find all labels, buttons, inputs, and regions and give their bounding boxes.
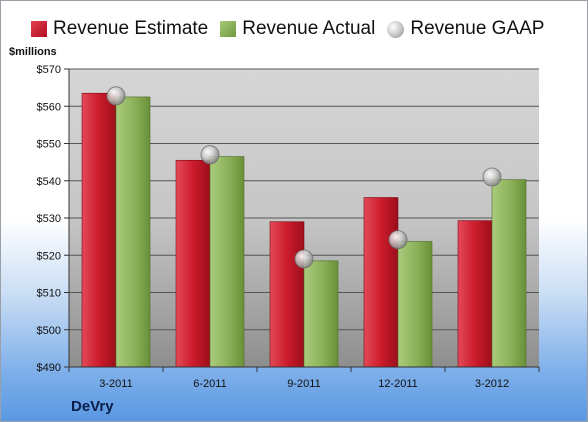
legend-item-actual: Revenue Actual — [220, 18, 375, 40]
legend-label-actual: Revenue Actual — [242, 18, 376, 39]
y-tick-label: $530 — [37, 213, 61, 225]
legend-label-estimate: Revenue Estimate — [53, 18, 209, 39]
legend-item-estimate: Revenue Estimate — [31, 18, 208, 40]
bar-revenue-estimate — [81, 92, 117, 368]
bar-revenue-actual — [491, 179, 527, 368]
legend-label-gaap: Revenue GAAP — [410, 18, 545, 39]
y-axis-unit-label: $millions — [9, 46, 57, 58]
y-tick-label: $540 — [37, 176, 61, 188]
marker-revenue-gaap — [388, 230, 408, 250]
company-label: DeVry — [71, 398, 114, 415]
y-tick-label: $500 — [37, 325, 61, 337]
x-tick-label: 3-2011 — [99, 378, 132, 390]
y-tick-label: $570 — [37, 64, 61, 76]
y-tick-label: $490 — [37, 362, 61, 374]
marker-revenue-gaap — [200, 145, 220, 165]
x-tick-label: 3-2012 — [475, 378, 509, 390]
bar-revenue-estimate — [363, 197, 399, 368]
x-tick-label: 6-2011 — [193, 378, 226, 390]
bar-revenue-estimate — [269, 221, 305, 368]
bar-revenue-actual — [115, 96, 151, 368]
bar-revenue-actual — [303, 260, 339, 368]
bar-revenue-actual — [209, 156, 245, 368]
x-tick-label: 9-2011 — [287, 378, 320, 390]
y-tick-label: $550 — [37, 139, 61, 151]
legend: Revenue Estimate Revenue Actual Revenue … — [31, 15, 556, 43]
marker-revenue-gaap — [294, 249, 314, 269]
legend-swatch-actual — [220, 21, 237, 37]
legend-swatch-estimate — [31, 21, 47, 37]
legend-swatch-gaap — [387, 20, 405, 38]
marker-revenue-gaap — [482, 167, 502, 187]
bar-revenue-estimate — [175, 159, 211, 368]
y-tick-label: $560 — [37, 101, 61, 113]
legend-item-gaap: Revenue GAAP — [387, 18, 544, 40]
marker-revenue-gaap — [106, 86, 126, 106]
y-tick-label: $510 — [37, 288, 61, 300]
y-tick-label: $520 — [37, 250, 61, 262]
bar-revenue-estimate — [457, 220, 493, 368]
bar-revenue-actual — [397, 241, 433, 368]
x-tick-label: 12-2011 — [378, 378, 418, 390]
